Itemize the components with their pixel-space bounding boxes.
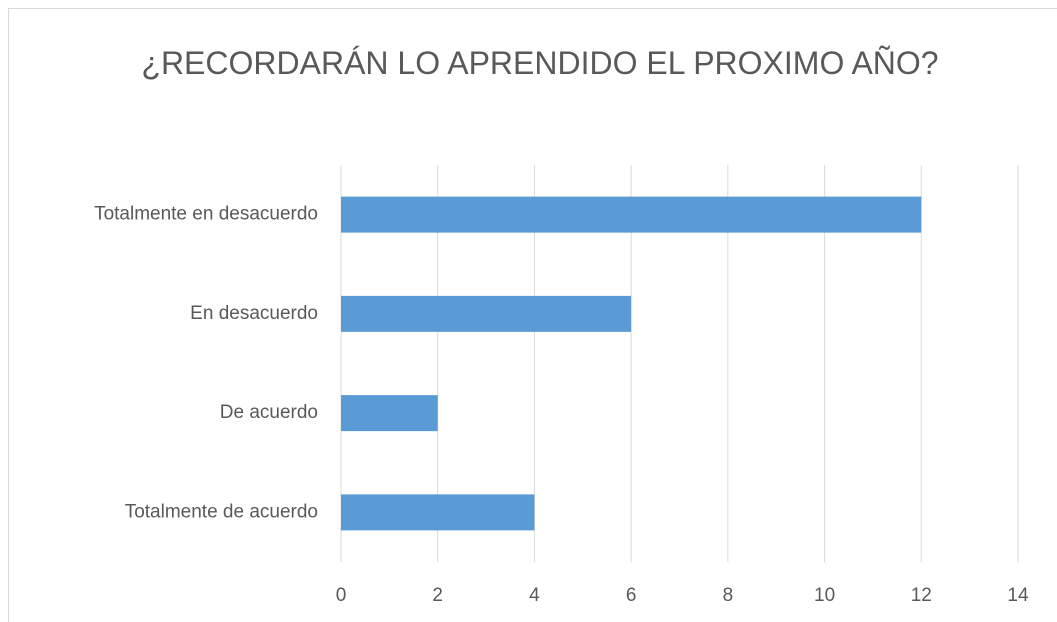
x-tick-label: 2	[432, 585, 443, 606]
x-tick-label: 0	[336, 585, 347, 606]
y-tick-label: En desacuerdo	[190, 303, 318, 324]
chart-title: ¿RECORDARÁN LO APRENDIDO EL PROXIMO AÑO?	[141, 45, 939, 81]
x-tick-label: 8	[723, 585, 734, 606]
bar	[341, 295, 632, 332]
y-tick-label: Totalmente de acuerdo	[125, 501, 318, 522]
y-tick-label: Totalmente en desacuerdo	[94, 204, 318, 225]
x-tick-label: 12	[911, 585, 932, 606]
x-tick-label: 14	[1007, 585, 1029, 606]
x-tick-label: 6	[626, 585, 637, 606]
bar	[341, 395, 438, 432]
bar	[341, 196, 922, 233]
x-tick-label: 10	[814, 585, 835, 606]
x-tick-label: 4	[529, 585, 540, 606]
bar	[341, 494, 535, 531]
y-tick-label: De acuerdo	[220, 402, 318, 423]
